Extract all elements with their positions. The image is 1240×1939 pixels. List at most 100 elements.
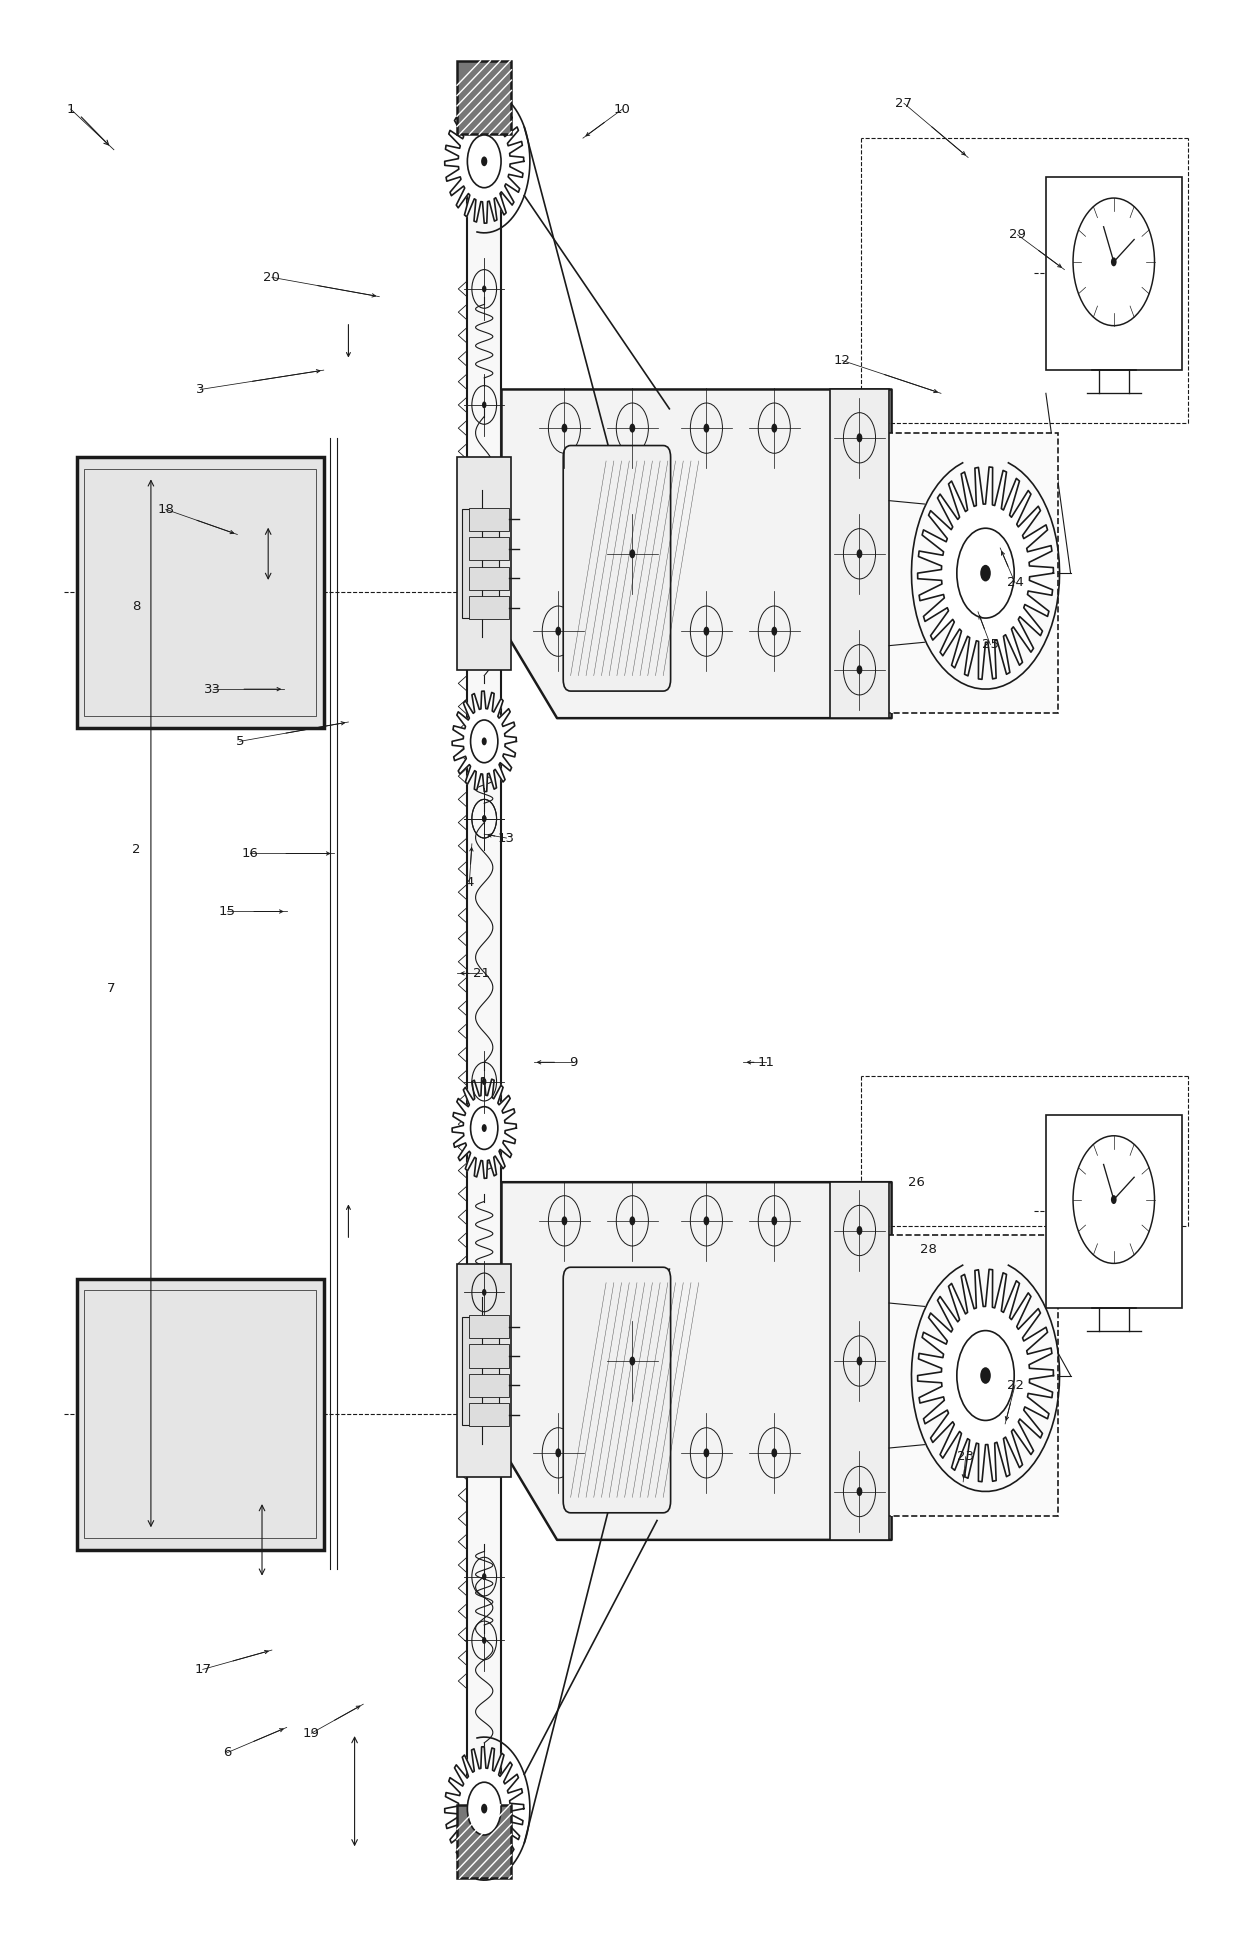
Circle shape — [467, 136, 501, 188]
Circle shape — [470, 719, 497, 762]
Polygon shape — [445, 1747, 523, 1871]
Text: 29: 29 — [1009, 229, 1025, 240]
Polygon shape — [453, 1078, 516, 1179]
Circle shape — [630, 423, 635, 432]
Bar — [84, 1291, 316, 1538]
Circle shape — [470, 1107, 497, 1150]
Circle shape — [957, 527, 1014, 619]
Circle shape — [556, 1448, 562, 1458]
Text: 22: 22 — [1007, 1379, 1023, 1392]
Circle shape — [482, 814, 486, 822]
Bar — [77, 458, 324, 727]
Circle shape — [556, 626, 562, 636]
Circle shape — [481, 157, 487, 167]
Text: 9: 9 — [569, 1057, 578, 1068]
Bar — [458, 1805, 511, 1879]
Polygon shape — [918, 467, 1054, 679]
Bar — [867, 432, 1058, 714]
Circle shape — [630, 549, 635, 558]
Text: 6: 6 — [223, 1745, 232, 1759]
Polygon shape — [501, 1183, 892, 1540]
Bar — [470, 1315, 508, 1338]
Circle shape — [857, 549, 862, 558]
Circle shape — [630, 1357, 635, 1365]
Bar — [1045, 176, 1182, 370]
Circle shape — [703, 1216, 709, 1225]
Text: 5: 5 — [236, 735, 244, 748]
Circle shape — [981, 1367, 991, 1384]
Circle shape — [630, 1216, 635, 1225]
Bar — [470, 1375, 508, 1396]
Bar — [463, 510, 498, 619]
Bar — [458, 458, 511, 669]
Circle shape — [771, 1448, 777, 1458]
Text: 27: 27 — [895, 97, 913, 111]
Circle shape — [562, 423, 568, 432]
FancyBboxPatch shape — [563, 446, 671, 690]
Circle shape — [703, 1448, 709, 1458]
Circle shape — [771, 1216, 777, 1225]
Text: 25: 25 — [982, 638, 999, 652]
Bar — [470, 566, 508, 589]
Text: 28: 28 — [920, 1243, 937, 1256]
Circle shape — [482, 1637, 486, 1644]
Text: 20: 20 — [263, 271, 280, 283]
Circle shape — [957, 1330, 1014, 1421]
Text: 16: 16 — [242, 847, 258, 861]
Text: 19: 19 — [303, 1728, 320, 1739]
Text: 17: 17 — [195, 1664, 211, 1675]
Text: 18: 18 — [157, 502, 174, 516]
Circle shape — [857, 1357, 862, 1365]
Circle shape — [857, 665, 862, 675]
Bar — [830, 390, 889, 717]
Text: 26: 26 — [908, 1175, 925, 1189]
Circle shape — [1111, 1194, 1117, 1204]
Text: 13: 13 — [498, 832, 515, 845]
Text: 1: 1 — [67, 103, 74, 116]
Bar — [458, 60, 511, 134]
Text: 7: 7 — [107, 983, 115, 995]
Circle shape — [481, 1125, 487, 1132]
Text: 15: 15 — [219, 906, 236, 917]
Circle shape — [857, 1487, 862, 1497]
Text: 21: 21 — [474, 968, 490, 979]
Bar — [470, 537, 508, 560]
Circle shape — [703, 626, 709, 636]
Text: 23: 23 — [957, 1450, 975, 1464]
Bar — [458, 1264, 511, 1478]
Circle shape — [981, 564, 991, 582]
Text: 11: 11 — [758, 1057, 774, 1068]
Bar — [867, 1235, 1058, 1516]
Polygon shape — [453, 690, 516, 791]
Circle shape — [771, 626, 777, 636]
Circle shape — [703, 423, 709, 432]
Polygon shape — [918, 1270, 1054, 1481]
Polygon shape — [445, 99, 523, 223]
Bar — [463, 1317, 498, 1425]
Text: 33: 33 — [205, 683, 221, 696]
Circle shape — [857, 1225, 862, 1235]
Circle shape — [482, 814, 486, 822]
Bar — [830, 1183, 889, 1540]
Text: 12: 12 — [833, 355, 851, 366]
Text: 8: 8 — [131, 599, 140, 613]
Bar — [470, 508, 508, 531]
FancyBboxPatch shape — [563, 1268, 671, 1512]
Bar — [77, 1280, 324, 1549]
Text: 4: 4 — [465, 876, 474, 888]
Bar — [470, 1404, 508, 1427]
Circle shape — [482, 285, 486, 293]
Circle shape — [857, 432, 862, 442]
Bar — [1045, 1115, 1182, 1307]
Bar — [470, 595, 508, 619]
Text: 10: 10 — [614, 103, 631, 116]
Circle shape — [481, 737, 487, 745]
Text: 2: 2 — [131, 843, 140, 857]
Polygon shape — [467, 143, 501, 1805]
Bar — [470, 1344, 508, 1367]
Circle shape — [482, 1289, 486, 1295]
Circle shape — [481, 1803, 487, 1813]
Text: 3: 3 — [196, 384, 205, 396]
Bar — [84, 469, 316, 715]
Circle shape — [482, 1573, 486, 1580]
